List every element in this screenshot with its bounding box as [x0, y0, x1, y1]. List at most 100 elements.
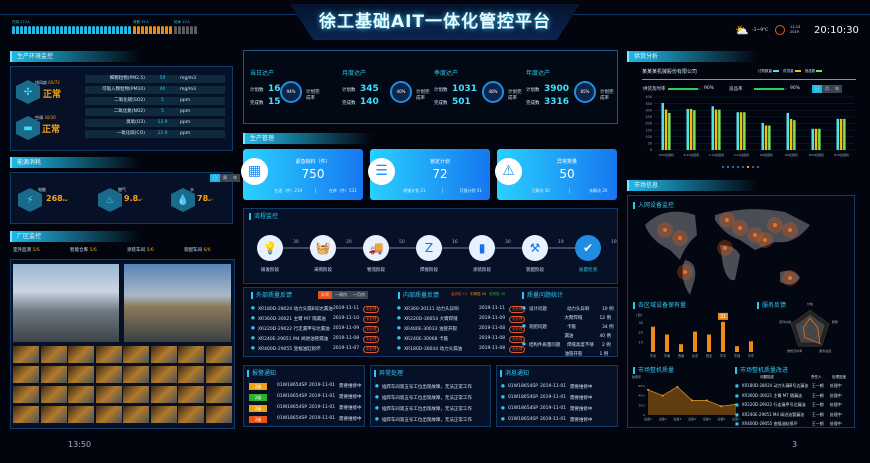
camera-thumbnail[interactable]	[178, 346, 204, 363]
supplier-name[interactable]: 某某某机械股份有限公司	[642, 69, 698, 75]
quality-improve-row[interactable]: ■ XR220D-29022 行走漏甲号达漏油 王一鹤 处理中	[735, 402, 842, 407]
tab-year[interactable]: 年	[832, 85, 842, 93]
radar-axis-label: 维修及时率	[787, 348, 802, 353]
camera-thumbnail[interactable]	[205, 346, 232, 363]
quality-improve-row[interactable]: ■ XR240E-29051 M4 阀进油管漏油 王一鹤 处理中	[735, 411, 842, 417]
quality-row[interactable]: ● XR220D-29022 行走漏甲号达漏油 2019-11-09 未处理	[251, 326, 380, 333]
alarm-row[interactable]: 2级 01W18654SP 2019-11-01 需要维修中	[249, 405, 362, 412]
quality-improve-row[interactable]: ■ XR360D-30021 主臂 M7 隔漏油 王一鹤 处理中	[735, 392, 842, 398]
camera-thumbnail[interactable]	[123, 346, 149, 363]
camera-feed-main-2[interactable]	[124, 264, 231, 342]
camera-thumbnail[interactable]	[178, 386, 204, 403]
camera-thumbnail[interactable]	[150, 406, 177, 423]
quality-row[interactable]: ● XR180D-30044 动力头漏油 2019-11-08 未处理	[397, 346, 526, 353]
camera-thumbnail[interactable]	[205, 366, 232, 383]
pager-dot[interactable]	[742, 166, 744, 168]
tab-month[interactable]: 月	[822, 85, 832, 93]
camera-thumbnail[interactable]	[150, 346, 177, 363]
alarm-row[interactable]: 2级 01W18654SP 2019-11-01 需要维修中	[249, 416, 362, 423]
pager-dot[interactable]	[752, 166, 754, 168]
tab-day[interactable]: 日	[210, 174, 220, 182]
camera-thumbnail[interactable]	[150, 386, 177, 403]
camera-feed-main-1[interactable]	[13, 264, 119, 342]
camera-thumbnail[interactable]	[68, 406, 94, 423]
pager-dot[interactable]	[747, 166, 749, 168]
tab-in-month[interactable]: 一月内	[350, 291, 368, 299]
camera-thumbnail[interactable]	[123, 406, 149, 423]
quality-row[interactable]: ● XR400E-30033 油管开裂 2019-11-08 未处理	[397, 326, 526, 333]
camera-thumbnail[interactable]	[150, 366, 177, 383]
paint-roller-icon[interactable]: ▮	[469, 235, 495, 261]
camera-thumbnail[interactable]	[178, 406, 204, 423]
exception-row[interactable]: ● 插焊车间第五号工位出现故障，无法正常工作	[375, 417, 472, 423]
welding-robot-icon[interactable]: Z	[416, 235, 442, 261]
alarm-row[interactable]: 2级 01W18654SP 2019-11-01 需要维修中	[249, 394, 362, 401]
supply-rate: 供货及时率 90%	[643, 86, 715, 92]
pager-dot[interactable]	[757, 166, 759, 168]
tab-in-week[interactable]: 一周内	[332, 291, 350, 299]
continent-shape	[682, 260, 696, 295]
quality-row[interactable]: ● XR220D-30054 大臂焊缝 2019-11-09 未处理	[397, 316, 526, 323]
rate-label: 计划完成率	[416, 90, 430, 101]
quality-row[interactable]: ● XR360-30111 动力头异响 2019-11-11 未处理	[397, 306, 526, 313]
issue-row: ● 结构件质量问题 焊缝高度不够 2 例	[522, 342, 611, 348]
tab-week[interactable]: 本周	[318, 291, 332, 299]
camera-thumbnail[interactable]	[95, 366, 122, 383]
camera-thumbnail[interactable]	[13, 386, 39, 403]
camera-thumbnail[interactable]	[68, 366, 94, 383]
kpi-name: 年度达产	[526, 70, 551, 77]
pager-dot[interactable]	[727, 166, 729, 168]
quality-row[interactable]: ● XR180D-28024 动力头漏B号达漏油 2019-11-11 未处理	[251, 306, 380, 313]
quality-row[interactable]: ● XR240E-29051 M4 阀进油管漏油 2019-11-08 未处理	[251, 336, 380, 343]
camera-thumbnail[interactable]	[13, 406, 39, 423]
camera-thumbnail[interactable]	[68, 386, 94, 403]
drill-icon[interactable]: ⚒	[522, 235, 548, 261]
bulb-icon[interactable]: 💡	[257, 235, 283, 261]
quality-row[interactable]: ● XR400D-29055 变幅油缸损坏 2019-11-07 未处理	[251, 346, 380, 353]
prod-card[interactable]: ▦ 紧急缺料（件） 750 在途（件）219 | 在库（件）531	[241, 149, 363, 200]
truck-icon[interactable]: 🚚	[363, 235, 389, 261]
basket-icon[interactable]: 🧺	[310, 235, 336, 261]
camera-thumbnail[interactable]	[178, 366, 204, 383]
tab-week[interactable]: 周	[220, 174, 230, 182]
camera-thumbnail[interactable]	[205, 406, 232, 423]
camera-thumbnail[interactable]	[68, 346, 94, 363]
camera-thumbnail[interactable]	[95, 386, 122, 403]
message-row[interactable]: ● 01W18654SP 2019-11-01 需要维修中	[501, 417, 593, 423]
camera-thumbnail[interactable]	[95, 346, 122, 363]
exception-row[interactable]: ● 插焊车间第五号工位出现故障，无法正常工作	[375, 384, 472, 390]
shield-check-icon[interactable]: ✔	[575, 235, 601, 261]
camera-thumbnail[interactable]	[95, 406, 122, 423]
camera-thumbnail[interactable]	[123, 366, 149, 383]
camera-thumbnail[interactable]	[123, 386, 149, 403]
flow-title: 流程监控	[249, 213, 278, 220]
pager-dot[interactable]	[722, 166, 724, 168]
supply-bar-chart: 0 50 100 150 200 250 300 350 400 R60挖掘机 R-21挖掘机 T-1…	[645, 95, 854, 157]
exception-row[interactable]: ● 插焊车间第五号工位出现故障，无法正常工作	[375, 406, 472, 412]
alarm-row[interactable]: 2级 01W18654SP 2019-11-01 需要维修中	[249, 383, 362, 390]
quality-improve-row[interactable]: ■ XR400D-29055 变幅油缸损坏 王一鹤 处理中	[735, 421, 842, 426]
message-row[interactable]: ● 01W18654SP 2019-11-01 需要维修中	[501, 384, 593, 390]
exception-row[interactable]: ● 插焊车间第五号工位出现故障，无法正常工作	[375, 395, 472, 401]
camera-thumbnail[interactable]	[40, 406, 67, 423]
camera-thumbnail[interactable]	[40, 346, 67, 363]
camera-thumbnail[interactable]	[40, 386, 67, 403]
quality-row[interactable]: ● XR360D-30021 主臂 M7 隔漏油 2019-11-10 未处理	[251, 316, 380, 323]
prod-card[interactable]: ⚠ 异常数量 50 已解决 30 | 未解决 20	[495, 149, 617, 200]
camera-thumbnail[interactable]	[13, 346, 39, 363]
quality-row[interactable]: ● XR240E-30068 卡箍 2019-11-08 未处理	[397, 336, 526, 343]
prod-card[interactable]: ☰ 锁定计划 72 周锁计划 21 | 月锁计划 51	[368, 149, 490, 200]
pager-dot[interactable]	[737, 166, 739, 168]
camera-thumbnail[interactable]	[13, 366, 39, 383]
tab-year[interactable]: 年	[230, 174, 240, 182]
message-row[interactable]: ● 01W18654SP 2019-11-01 需要维修中	[501, 395, 593, 401]
quality-improve-row[interactable]: ■ XR180D-28024 动力头漏B号达漏油 王一鹤 处理中	[735, 383, 842, 388]
world-map[interactable]	[635, 200, 835, 300]
tab-day[interactable]: 日	[812, 85, 822, 93]
camera-thumbnail[interactable]	[205, 386, 232, 403]
kpi-block: 月度达产 计划数 345 完成数 140 40% 计划完成率	[342, 68, 432, 108]
message-row[interactable]: ● 01W18654SP 2019-11-01 需要维修中	[501, 406, 593, 412]
camera-thumbnail[interactable]	[40, 366, 67, 383]
data-point	[735, 403, 737, 406]
pager-dot[interactable]	[732, 166, 734, 168]
